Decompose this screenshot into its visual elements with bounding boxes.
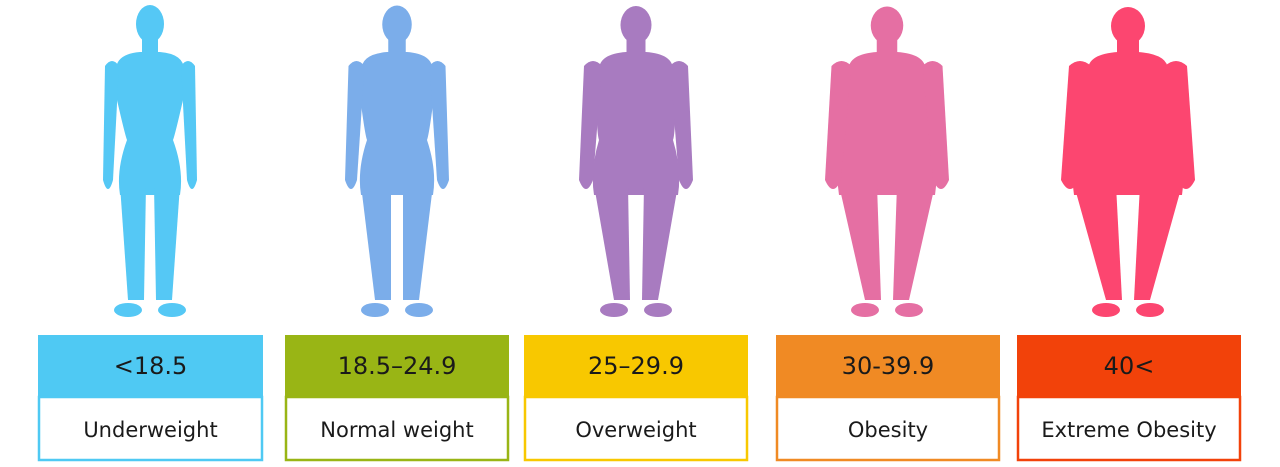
- head: [382, 5, 412, 44]
- bmi-category: 30-39.9 Obesity: [775, 6, 1001, 462]
- leg: [893, 185, 935, 300]
- range-box: [38, 335, 263, 397]
- label-box: [37, 395, 264, 462]
- foot: [851, 303, 879, 317]
- label-box: [284, 395, 510, 462]
- foot: [644, 303, 672, 317]
- body-silhouette: [579, 6, 693, 317]
- torso: [116, 52, 184, 195]
- arm: [670, 61, 693, 189]
- category-label: Overweight: [575, 418, 696, 442]
- body-silhouette: [825, 6, 949, 317]
- foot: [361, 303, 389, 317]
- leg: [361, 185, 391, 300]
- leg: [120, 185, 146, 300]
- foot: [895, 303, 923, 317]
- arm: [579, 61, 602, 189]
- head: [870, 6, 904, 45]
- arm: [429, 61, 449, 189]
- body-silhouette: [345, 5, 449, 317]
- bmi-range: 25–29.9: [588, 352, 684, 380]
- label-box: [1016, 395, 1242, 462]
- leg: [403, 185, 433, 300]
- range-box: [524, 335, 748, 397]
- range-box: [1017, 335, 1241, 397]
- torso: [592, 52, 680, 195]
- label-box: [775, 395, 1001, 462]
- arm: [181, 61, 197, 189]
- category-label: Normal weight: [320, 418, 473, 442]
- category-label: Extreme Obesity: [1041, 418, 1216, 442]
- arm: [1061, 61, 1091, 189]
- bmi-category: <18.5 Underweight: [37, 5, 264, 462]
- foot: [158, 303, 186, 317]
- leg: [642, 185, 678, 300]
- arm: [1165, 61, 1195, 189]
- range-box: [776, 335, 1000, 397]
- leg: [154, 185, 180, 300]
- bmi-range: 40<: [1104, 352, 1155, 380]
- bmi-category: 40< Extreme Obesity: [1016, 7, 1242, 462]
- arm: [825, 61, 852, 189]
- leg: [1074, 185, 1122, 300]
- foot: [405, 303, 433, 317]
- foot: [1136, 303, 1164, 317]
- range-box: [285, 335, 509, 397]
- arm: [103, 61, 119, 189]
- leg: [1134, 185, 1182, 300]
- body-silhouette: [103, 5, 197, 317]
- foot: [1092, 303, 1120, 317]
- bmi-range: <18.5: [114, 352, 188, 380]
- arm: [922, 61, 949, 189]
- torso: [837, 52, 937, 195]
- foot: [114, 303, 142, 317]
- body-silhouette: [1061, 7, 1195, 317]
- category-label: Obesity: [848, 418, 928, 442]
- category-label: Underweight: [83, 418, 217, 442]
- head: [136, 5, 164, 43]
- torso: [359, 52, 435, 195]
- foot: [600, 303, 628, 317]
- leg: [839, 185, 881, 300]
- head: [620, 6, 652, 44]
- label-box: [523, 395, 749, 462]
- bmi-range: 30-39.9: [842, 352, 935, 380]
- bmi-range: 18.5–24.9: [338, 352, 457, 380]
- arm: [345, 61, 365, 189]
- leg: [594, 185, 630, 300]
- bmi-category: 25–29.9 Overweight: [523, 6, 749, 462]
- bmi-category: 18.5–24.9 Normal weight: [284, 5, 510, 462]
- head: [1111, 7, 1145, 45]
- torso: [1072, 52, 1184, 195]
